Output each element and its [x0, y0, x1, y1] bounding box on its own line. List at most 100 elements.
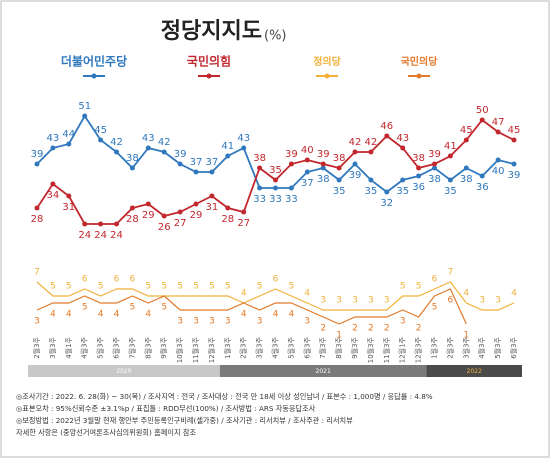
data-label: 3 [479, 296, 485, 306]
data-label: 38 [460, 174, 473, 185]
data-label: 43 [396, 133, 409, 144]
data-point [193, 169, 199, 175]
data-label: 35 [269, 165, 282, 176]
data-label: 39 [285, 149, 298, 160]
data-point [288, 161, 294, 167]
data-label: 37 [301, 178, 314, 189]
x-tick-label: 2월3주 [445, 336, 454, 358]
data-label: 28 [221, 214, 234, 225]
data-label: 29 [142, 210, 155, 221]
data-label: 5 [82, 303, 88, 313]
x-tick-label: 3월3주 [255, 336, 264, 358]
data-point [479, 117, 485, 123]
data-label: 6 [82, 275, 88, 285]
data-label: 39 [317, 149, 330, 160]
data-point [225, 153, 231, 159]
data-label: 4 [241, 310, 247, 320]
data-label: 51 [78, 101, 91, 112]
data-label: 38 [253, 153, 266, 164]
data-label: 35 [365, 186, 378, 197]
data-label: 31 [206, 202, 219, 213]
footnote: ◎조사기간 : 2022. 6. 28(화) ~ 30(목) / 조사지역 : … [16, 392, 433, 401]
data-point [129, 205, 135, 211]
data-label: 50 [476, 105, 489, 116]
data-point [145, 145, 151, 151]
data-label: 5 [98, 282, 104, 292]
data-point [384, 133, 390, 139]
x-tick-label: 6월3주 [112, 336, 121, 358]
period-label: 2021 [316, 368, 331, 375]
data-point [225, 205, 231, 211]
data-label: 2 [320, 324, 326, 334]
data-label: 5 [432, 303, 438, 313]
data-label: 46 [380, 121, 393, 132]
data-point [129, 165, 135, 171]
x-tick-label: 9월3주 [159, 336, 168, 358]
data-label: 5 [50, 282, 56, 292]
data-point [34, 161, 40, 167]
data-label: 44 [62, 129, 75, 140]
x-tick-label: 1월3주 [430, 336, 439, 358]
legend-dot [324, 73, 330, 79]
data-label: 3 [257, 317, 263, 327]
data-point [177, 161, 183, 167]
data-point [432, 165, 437, 171]
data-label: 5 [225, 282, 231, 292]
data-label: 3 [209, 317, 215, 327]
data-label: 5 [257, 282, 263, 292]
x-tick-label: 4월3주 [477, 336, 486, 358]
x-tick-label: 8월3주 [143, 336, 152, 358]
data-point [352, 149, 358, 155]
data-point [336, 165, 342, 171]
data-label: 37 [190, 157, 203, 168]
data-point [416, 173, 422, 179]
series-line [36, 288, 467, 325]
footnote: ◎표본오차 : 95%신뢰수준 ±3.1%p / 표집틀 : RDD무선(100… [16, 404, 316, 413]
data-point [66, 193, 72, 199]
data-point [368, 149, 374, 155]
data-point [511, 161, 517, 167]
x-tick-label: 11월3주 [382, 336, 391, 363]
data-label: 7 [34, 268, 40, 278]
x-tick-label: 6월3주 [509, 336, 518, 358]
data-label: 38 [412, 153, 425, 164]
data-label: 28 [126, 214, 139, 225]
data-label: 4 [50, 310, 56, 320]
data-label: 3 [384, 296, 390, 306]
data-point [241, 145, 247, 151]
data-label: 39 [31, 149, 44, 160]
data-label: 5 [416, 282, 422, 292]
data-label: 38 [333, 153, 346, 164]
legend-label: 국민의힘 [187, 54, 231, 69]
data-point [98, 137, 104, 143]
data-point [114, 221, 119, 227]
data-label: 3 [320, 296, 326, 306]
x-tick-label: 2월3주 [239, 336, 248, 358]
data-label: 5 [66, 282, 72, 292]
data-point [161, 149, 167, 155]
data-label: 35 [444, 186, 457, 197]
data-label: 35 [396, 186, 409, 197]
data-label: 24 [78, 230, 91, 241]
data-label: 41 [444, 141, 457, 152]
data-label: 41 [221, 141, 234, 152]
data-label: 37 [206, 157, 219, 168]
data-point [320, 161, 326, 167]
data-point [82, 113, 88, 119]
data-label: 47 [492, 117, 505, 128]
data-label: 3 [193, 317, 199, 327]
data-label: 1 [463, 331, 469, 341]
data-point [368, 177, 374, 183]
data-point [209, 193, 215, 199]
data-label: 24 [110, 230, 123, 241]
data-point [432, 161, 437, 167]
data-label: 4 [304, 289, 310, 299]
data-label: 5 [209, 282, 215, 292]
data-label: 5 [161, 303, 167, 313]
data-label: 3 [495, 296, 501, 306]
data-label: 39 [508, 170, 521, 181]
data-label: 45 [508, 125, 521, 136]
x-tick-label: 4월1주 [64, 336, 73, 358]
